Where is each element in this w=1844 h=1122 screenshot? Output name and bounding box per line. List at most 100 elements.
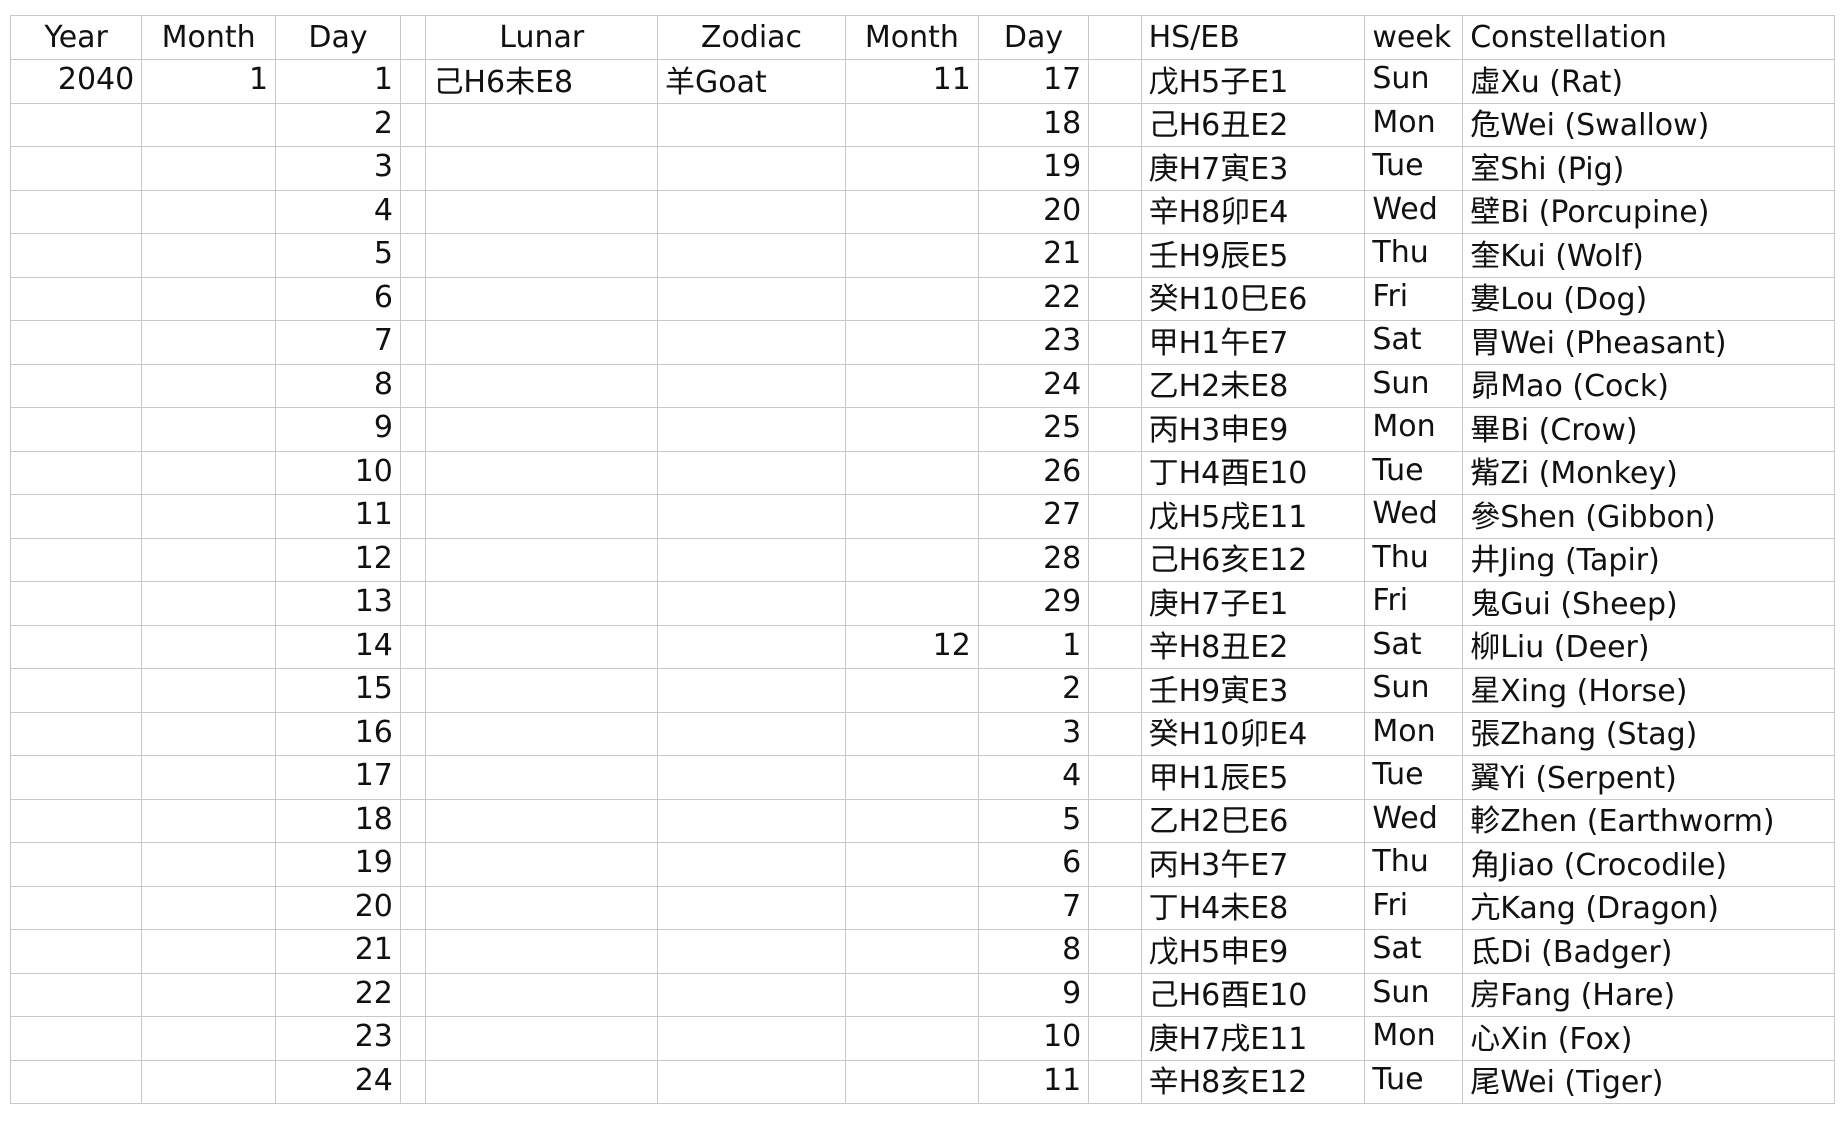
- spacer-cell[interactable]: [399, 842, 427, 887]
- constellation-cell[interactable]: 張Zhang (Stag): [1462, 711, 1835, 756]
- spacer-cell[interactable]: [1088, 494, 1142, 539]
- lunar-day-cell[interactable]: 29: [977, 581, 1090, 626]
- weekday-cell[interactable]: Wed: [1364, 798, 1464, 843]
- constellation-cell[interactable]: 翼Yi (Serpent): [1462, 755, 1835, 800]
- year-cell[interactable]: [10, 102, 143, 147]
- weekday-cell[interactable]: Fri: [1364, 885, 1464, 930]
- zodiac-cell[interactable]: [657, 450, 846, 495]
- lunar-day-cell[interactable]: 6: [977, 842, 1090, 887]
- spacer-cell[interactable]: [1088, 450, 1142, 495]
- lunar-cell[interactable]: [425, 1016, 659, 1061]
- hseb-cell[interactable]: 壬H9寅E3: [1140, 668, 1366, 713]
- zodiac-cell[interactable]: [657, 276, 846, 321]
- lunar-cell[interactable]: [425, 102, 659, 147]
- constellation-cell[interactable]: 奎Kui (Wolf): [1462, 233, 1835, 278]
- header-zodiac[interactable]: Zodiac: [657, 15, 846, 60]
- zodiac-cell[interactable]: [657, 407, 846, 452]
- day-cell[interactable]: 7: [275, 320, 401, 365]
- hseb-cell[interactable]: 甲H1午E7: [1140, 320, 1366, 365]
- constellation-cell[interactable]: 柳Liu (Deer): [1462, 624, 1835, 669]
- lunar-cell[interactable]: [425, 972, 659, 1017]
- weekday-cell[interactable]: Mon: [1364, 711, 1464, 756]
- month-cell[interactable]: [141, 450, 277, 495]
- year-cell[interactable]: 2040: [10, 59, 143, 104]
- spacer-cell[interactable]: [399, 755, 427, 800]
- zodiac-cell[interactable]: [657, 711, 846, 756]
- day-cell[interactable]: 20: [275, 885, 401, 930]
- zodiac-cell[interactable]: [657, 363, 846, 408]
- month-cell[interactable]: [141, 407, 277, 452]
- spacer-cell[interactable]: [399, 320, 427, 365]
- lunar-cell[interactable]: [425, 146, 659, 191]
- year-cell[interactable]: [10, 929, 143, 974]
- zodiac-cell[interactable]: [657, 146, 846, 191]
- spacer-cell[interactable]: [1088, 233, 1142, 278]
- zodiac-cell[interactable]: [657, 537, 846, 582]
- hseb-cell[interactable]: 戊H5戌E11: [1140, 494, 1366, 539]
- lunar-month-cell[interactable]: [844, 233, 979, 278]
- lunar-month-cell[interactable]: [844, 537, 979, 582]
- lunar-cell[interactable]: [425, 233, 659, 278]
- hseb-cell[interactable]: 丙H3申E9: [1140, 407, 1366, 452]
- spacer-cell[interactable]: [399, 929, 427, 974]
- lunar-day-cell[interactable]: 11: [977, 1059, 1090, 1104]
- hseb-cell[interactable]: 辛H8丑E2: [1140, 624, 1366, 669]
- spacer-cell[interactable]: [399, 668, 427, 713]
- month-cell[interactable]: [141, 363, 277, 408]
- spacer-cell[interactable]: [399, 189, 427, 234]
- weekday-cell[interactable]: Mon: [1364, 102, 1464, 147]
- lunar-day-cell[interactable]: 7: [977, 885, 1090, 930]
- lunar-month-cell[interactable]: [844, 450, 979, 495]
- day-cell[interactable]: 8: [275, 363, 401, 408]
- spacer-cell[interactable]: [1088, 624, 1142, 669]
- lunar-month-cell[interactable]: [844, 929, 979, 974]
- lunar-day-cell[interactable]: 9: [977, 972, 1090, 1017]
- weekday-cell[interactable]: Sun: [1364, 363, 1464, 408]
- hseb-cell[interactable]: 戊H5申E9: [1140, 929, 1366, 974]
- month-cell[interactable]: [141, 537, 277, 582]
- spacer-cell[interactable]: [399, 1016, 427, 1061]
- year-cell[interactable]: [10, 537, 143, 582]
- day-cell[interactable]: 3: [275, 146, 401, 191]
- hseb-cell[interactable]: 辛H8卯E4: [1140, 189, 1366, 234]
- hseb-cell[interactable]: 己H6丑E2: [1140, 102, 1366, 147]
- lunar-cell[interactable]: [425, 276, 659, 321]
- lunar-month-cell[interactable]: 11: [844, 59, 979, 104]
- header-lunar-day[interactable]: Day: [977, 15, 1090, 60]
- zodiac-cell[interactable]: [657, 1016, 846, 1061]
- lunar-day-cell[interactable]: 24: [977, 363, 1090, 408]
- weekday-cell[interactable]: Wed: [1364, 189, 1464, 234]
- weekday-cell[interactable]: Sun: [1364, 668, 1464, 713]
- lunar-day-cell[interactable]: 26: [977, 450, 1090, 495]
- month-cell[interactable]: [141, 711, 277, 756]
- constellation-cell[interactable]: 鬼Gui (Sheep): [1462, 581, 1835, 626]
- lunar-cell[interactable]: [425, 929, 659, 974]
- constellation-cell[interactable]: 壁Bi (Porcupine): [1462, 189, 1835, 234]
- spacer-cell[interactable]: [399, 624, 427, 669]
- header-week[interactable]: week: [1364, 15, 1464, 60]
- lunar-month-cell[interactable]: [844, 668, 979, 713]
- zodiac-cell[interactable]: [657, 1059, 846, 1104]
- lunar-month-cell[interactable]: [844, 363, 979, 408]
- lunar-day-cell[interactable]: 23: [977, 320, 1090, 365]
- spacer-cell[interactable]: [1088, 885, 1142, 930]
- spacer-cell[interactable]: [1088, 146, 1142, 191]
- month-cell[interactable]: [141, 146, 277, 191]
- month-cell[interactable]: [141, 755, 277, 800]
- zodiac-cell[interactable]: [657, 102, 846, 147]
- weekday-cell[interactable]: Mon: [1364, 407, 1464, 452]
- weekday-cell[interactable]: Wed: [1364, 494, 1464, 539]
- lunar-day-cell[interactable]: 4: [977, 755, 1090, 800]
- weekday-cell[interactable]: Thu: [1364, 537, 1464, 582]
- hseb-cell[interactable]: 庚H7子E1: [1140, 581, 1366, 626]
- spacer-cell[interactable]: [1088, 363, 1142, 408]
- lunar-month-cell[interactable]: [844, 102, 979, 147]
- zodiac-cell[interactable]: [657, 755, 846, 800]
- lunar-cell[interactable]: [425, 842, 659, 887]
- hseb-cell[interactable]: 乙H2未E8: [1140, 363, 1366, 408]
- spacer-cell[interactable]: [1088, 929, 1142, 974]
- day-cell[interactable]: 1: [275, 59, 401, 104]
- month-cell[interactable]: [141, 102, 277, 147]
- zodiac-cell[interactable]: [657, 668, 846, 713]
- spacer-cell[interactable]: [399, 537, 427, 582]
